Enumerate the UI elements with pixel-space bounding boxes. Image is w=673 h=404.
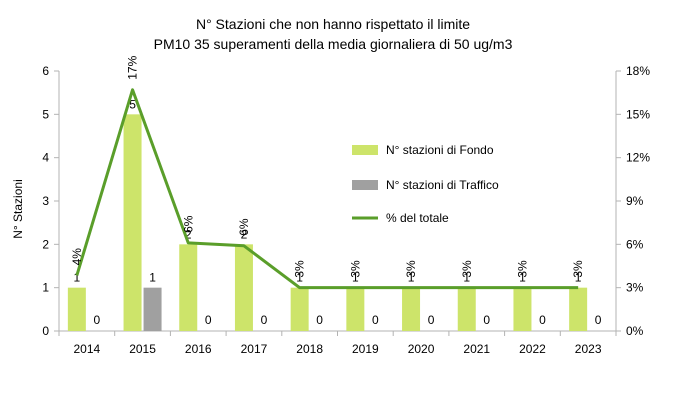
data-label-fondo: 1 <box>352 271 359 285</box>
data-label-percent: 4% <box>70 248 84 266</box>
data-label-traffico: 0 <box>595 313 602 327</box>
legend-label: % del totale <box>386 211 449 225</box>
y2-tick-label: 3% <box>626 281 644 295</box>
x-tick-label: 2016 <box>185 342 212 356</box>
data-label-fondo: 1 <box>74 271 81 285</box>
legend: N° stazioni di Fondo N° stazioni di Traff… <box>352 143 499 225</box>
data-label-fondo: 1 <box>463 271 470 285</box>
x-tick-label: 2014 <box>73 342 100 356</box>
data-label-percent: 3% <box>348 260 362 278</box>
y2-tick-label: 18% <box>626 64 650 78</box>
bar-fondo <box>402 287 421 331</box>
x-tick-label: 2019 <box>352 342 379 356</box>
y-tick-label: 5 <box>42 107 49 121</box>
y-axis-label: N° Stazioni <box>11 179 25 239</box>
x-tick-label: 2023 <box>575 342 602 356</box>
y2-tick-label: 12% <box>626 151 650 165</box>
data-label-percent: 17% <box>126 55 140 79</box>
data-label-traffico: 0 <box>483 313 490 327</box>
data-label-traffico: 0 <box>261 313 268 327</box>
legend-label: N° stazioni di Traffico <box>386 178 499 192</box>
data-label-traffico: 0 <box>372 313 379 327</box>
data-label-traffico: 0 <box>316 313 323 327</box>
y2-tick-label: 6% <box>626 237 644 251</box>
data-label-percent: 3% <box>571 260 585 278</box>
data-label-percent: 3% <box>293 260 307 278</box>
y-tick-label: 2 <box>42 237 49 251</box>
y-tick-label: 6 <box>42 64 49 78</box>
bar-fondo <box>67 287 86 331</box>
data-label-traffico: 1 <box>149 271 156 285</box>
x-tick-label: 2020 <box>408 342 435 356</box>
bar-fondo <box>290 287 309 331</box>
x-tick-label: 2021 <box>463 342 490 356</box>
data-label-fondo: 2 <box>241 227 248 241</box>
y2-tick-label: 0% <box>626 324 644 338</box>
data-label-percent: 3% <box>515 260 529 278</box>
data-label-fondo: 5 <box>129 97 136 111</box>
x-tick-label: 2022 <box>519 342 546 356</box>
x-tick-label: 2018 <box>296 342 323 356</box>
bar-fondo <box>346 287 365 331</box>
data-label-traffico: 0 <box>539 313 546 327</box>
bar-fondo <box>569 287 588 331</box>
bar-fondo <box>513 287 532 331</box>
y2-tick-label: 9% <box>626 194 644 208</box>
bar-fondo <box>457 287 476 331</box>
chart-subtitle: PM10 35 superamenti della media giornali… <box>154 36 513 52</box>
bar-traffico <box>143 287 162 331</box>
x-tick-label: 2015 <box>129 342 156 356</box>
y-tick-label: 3 <box>42 194 49 208</box>
data-label-fondo: 2 <box>185 227 192 241</box>
data-label-traffico: 0 <box>428 313 435 327</box>
legend-label: N° stazioni di Fondo <box>386 143 494 157</box>
data-label-percent: 3% <box>460 260 474 278</box>
data-label-fondo: 1 <box>296 271 303 285</box>
legend-swatch <box>352 145 378 155</box>
chart-title: N° Stazioni che non hanno rispettato il … <box>196 16 470 32</box>
line-percent <box>75 88 579 290</box>
bar-fondo <box>234 244 253 331</box>
y-tick-label: 1 <box>42 281 49 295</box>
x-tick-label: 2017 <box>241 342 268 356</box>
data-label-percent: 6% <box>181 215 195 233</box>
y-tick-label: 0 <box>42 324 49 338</box>
y2-tick-label: 15% <box>626 107 650 121</box>
bar-fondo <box>123 114 142 331</box>
data-label-traffico: 0 <box>205 313 212 327</box>
legend-swatch <box>352 180 378 190</box>
data-label-fondo: 1 <box>408 271 415 285</box>
data-label-fondo: 1 <box>519 271 526 285</box>
bar-fondo <box>179 244 198 331</box>
y-tick-label: 4 <box>42 151 49 165</box>
data-label-fondo: 1 <box>575 271 582 285</box>
data-label-percent: 6% <box>237 218 251 236</box>
data-label-traffico: 0 <box>94 313 101 327</box>
data-label-percent: 3% <box>404 260 418 278</box>
